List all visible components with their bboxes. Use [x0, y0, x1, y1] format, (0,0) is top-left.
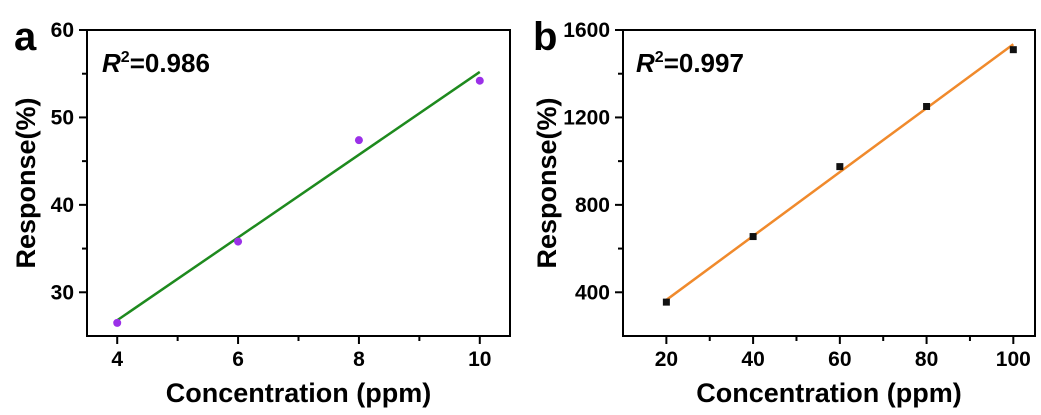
y-axis-label-b: Response(%) [532, 97, 562, 268]
x-axis-label-b: Concentration (ppm) [696, 378, 961, 408]
data-points-b [662, 46, 1017, 306]
r-squared-value-a: =0.986 [130, 48, 210, 78]
fit-line-segment-a [116, 70, 481, 322]
y-tick-label-b: 1200 [563, 106, 610, 129]
x-tick-label-a: 10 [468, 348, 491, 371]
y-tick-label-b: 400 [575, 281, 610, 304]
r-squared-value-b: =0.997 [664, 48, 744, 78]
y-axis-label-a: Response(%) [11, 97, 41, 268]
x-tick-label-b: 40 [741, 348, 764, 371]
data-point-a [113, 318, 122, 327]
y-tick-label-b: 800 [575, 194, 610, 217]
y-tick-label-a: 60 [51, 19, 74, 42]
y-tick-label-b: 1600 [563, 19, 610, 42]
data-point-b [836, 163, 844, 171]
r-superscript-b: 2 [655, 49, 664, 66]
axes-a: 4 6 8 10 30 40 50 60 [51, 19, 492, 371]
x-tick-label-b: 20 [655, 348, 678, 371]
chart-panel-a: a 4 6 8 10 30 40 50 60 R2=0.986 Concentration (… [11, 15, 511, 408]
chart-panel-b: b 20 40 60 80 100 400 800 1200 1600 R2=0.997 Con… [532, 15, 1036, 408]
y-tick-label-a: 30 [51, 281, 74, 304]
fit-line-segment-b [665, 43, 1015, 301]
data-point-b [662, 298, 670, 306]
data-point-a [354, 136, 363, 145]
y-tick-label-a: 50 [51, 106, 74, 129]
fit-line-a [116, 70, 481, 322]
r-superscript-a: 2 [121, 49, 130, 66]
r-symbol-a: R [102, 48, 121, 78]
y-tick-label-a: 40 [51, 194, 74, 217]
r-squared-annotation-a: R2=0.986 [102, 48, 210, 78]
data-points-a [113, 76, 484, 327]
r-squared-annotation-b: R2=0.997 [636, 48, 744, 78]
x-axis-label-a: Concentration (ppm) [166, 378, 431, 408]
data-point-a [475, 76, 484, 85]
x-tick-label-a: 6 [232, 348, 244, 371]
panel-letter-a: a [14, 15, 37, 59]
x-tick-label-b: 80 [915, 348, 938, 371]
data-point-b [749, 233, 757, 241]
plot-frame-b [622, 29, 1036, 337]
fit-line-b [665, 43, 1015, 301]
x-tick-label-a: 8 [353, 348, 365, 371]
data-point-b [1009, 46, 1017, 54]
data-point-a [234, 237, 243, 246]
r-symbol-b: R [636, 48, 655, 78]
axes-b: 20 40 60 80 100 400 800 1200 1600 [563, 19, 1031, 371]
x-tick-label-b: 60 [828, 348, 851, 371]
panel-letter-b: b [533, 15, 557, 59]
data-point-b [923, 103, 931, 110]
x-tick-label-b: 100 [996, 348, 1031, 371]
x-tick-label-a: 4 [111, 348, 123, 371]
